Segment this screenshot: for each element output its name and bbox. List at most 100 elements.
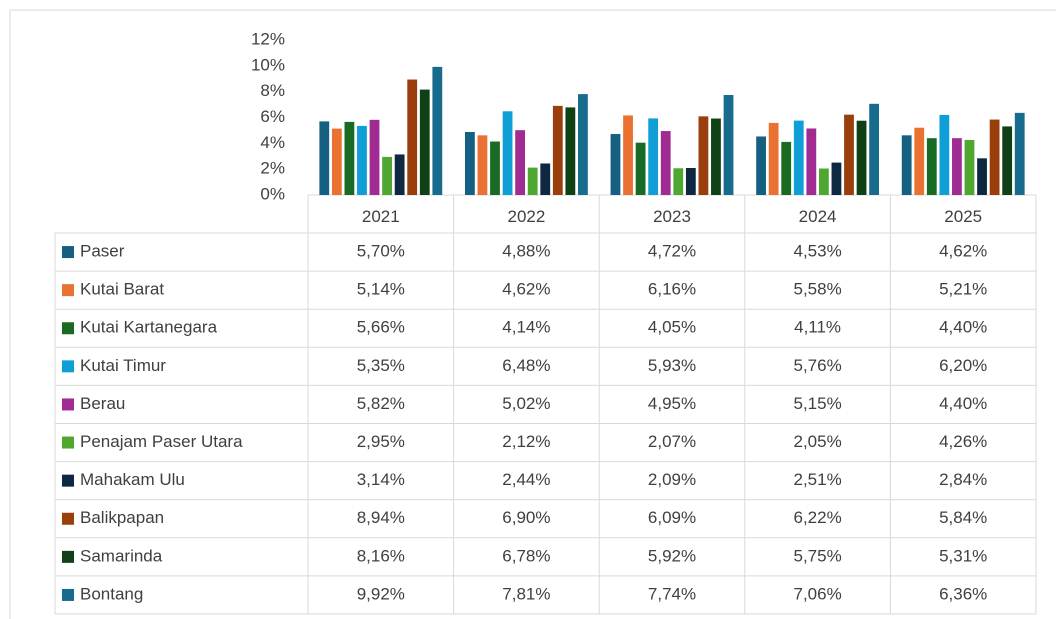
table-cell: 7,06%: [793, 584, 841, 603]
legend-label: Kutai Barat: [80, 280, 164, 299]
bar: [331, 128, 342, 195]
bar: [394, 154, 405, 195]
table-cell: 2,05%: [793, 432, 841, 451]
bar: [623, 115, 633, 195]
table-cell: 2,12%: [502, 432, 550, 451]
table-cell: 4,14%: [502, 318, 550, 337]
legend-label: Penajam Paser Utara: [80, 432, 243, 451]
bar: [565, 107, 576, 195]
table-cell: 4,40%: [939, 394, 987, 413]
table-cell: 6,20%: [939, 356, 987, 375]
legend-key: [62, 398, 74, 411]
bar: [914, 127, 925, 195]
table-cell: 5,35%: [357, 356, 405, 375]
bar: [610, 134, 621, 195]
table-cell: 2,51%: [793, 470, 841, 489]
bar: [926, 138, 937, 195]
table-cell: 5,93%: [648, 356, 696, 375]
table-cell: 6,36%: [939, 584, 987, 603]
bar: [382, 156, 392, 195]
bar: [806, 128, 817, 195]
y-tick-label: 6%: [260, 107, 285, 126]
table-cell: 4,05%: [648, 318, 696, 337]
bar: [419, 89, 430, 195]
bar: [660, 131, 671, 195]
y-tick-label: 4%: [260, 133, 285, 152]
x-tick-label: 2023: [653, 207, 691, 226]
bar: [477, 135, 488, 195]
table-cell: 3,14%: [357, 470, 405, 489]
bar: [901, 135, 912, 195]
table-cell: 6,22%: [793, 508, 841, 527]
legend-key: [62, 360, 74, 373]
table-cell: 5,58%: [793, 280, 841, 299]
table-cell: 8,94%: [357, 508, 405, 527]
legend-label: Paser: [80, 242, 125, 261]
y-tick-label: 12%: [251, 29, 285, 48]
bar: [319, 121, 330, 195]
table-cell: 2,84%: [939, 470, 987, 489]
bar: [818, 168, 829, 195]
legend-key: [62, 588, 74, 601]
bar: [578, 94, 588, 195]
table-cell: 8,16%: [357, 546, 405, 565]
legend-key: [62, 246, 74, 259]
table-cell: 6,09%: [648, 508, 696, 527]
bar: [357, 125, 367, 195]
bar: [344, 121, 355, 195]
table-cell: 5,70%: [357, 242, 405, 261]
table-cell: 5,21%: [939, 280, 987, 299]
bar: [527, 167, 538, 195]
bar: [635, 142, 646, 195]
x-tick-label: 2021: [362, 207, 400, 226]
bar: [952, 138, 962, 195]
legend-label: Mahakam Ulu: [80, 470, 185, 489]
legend-label: Kutai Timur: [80, 356, 166, 375]
bar: [768, 122, 779, 195]
legend-key: [62, 474, 74, 487]
table-cell: 4,62%: [939, 242, 987, 261]
bar: [464, 131, 475, 195]
x-tick-label: 2022: [507, 207, 545, 226]
bar: [1014, 112, 1025, 195]
y-tick-label: 0%: [260, 184, 285, 203]
bar: [1002, 126, 1013, 195]
bar: [502, 111, 513, 195]
table-cell: 5,15%: [793, 394, 841, 413]
table-cell: 6,16%: [648, 280, 696, 299]
table-cell: 5,76%: [793, 356, 841, 375]
bar: [432, 66, 443, 195]
bar: [648, 118, 659, 195]
table-cell: 2,44%: [502, 470, 550, 489]
table-cell: 4,88%: [502, 242, 550, 261]
bar: [989, 119, 1000, 195]
bar: [977, 158, 987, 195]
table-cell: 5,84%: [939, 508, 987, 527]
legend-label: Bontang: [80, 584, 143, 603]
bar: [490, 141, 500, 195]
table-cell: 4,62%: [502, 280, 550, 299]
table-cell: 7,81%: [502, 584, 550, 603]
legend-key: [62, 512, 74, 525]
legend-key: [62, 284, 74, 297]
y-tick-label: 8%: [260, 81, 285, 100]
x-tick-label: 2025: [944, 207, 982, 226]
bar: [540, 163, 551, 195]
bar: [831, 162, 842, 195]
table-cell: 4,26%: [939, 432, 987, 451]
legend-key: [62, 550, 74, 563]
table-cell: 4,11%: [794, 318, 841, 337]
table-cell: 4,95%: [648, 394, 696, 413]
table-cell: 5,31%: [939, 546, 987, 565]
legend-label: Kutai Kartanegara: [80, 318, 218, 337]
bar: [939, 114, 950, 195]
table-cell: 5,92%: [648, 546, 696, 565]
table-cell: 9,92%: [357, 584, 405, 603]
bar: [793, 120, 804, 195]
bar: [711, 118, 721, 195]
bar: [781, 141, 792, 195]
legend-label: Berau: [80, 394, 125, 413]
table-cell: 2,95%: [357, 432, 405, 451]
bar: [869, 103, 880, 195]
